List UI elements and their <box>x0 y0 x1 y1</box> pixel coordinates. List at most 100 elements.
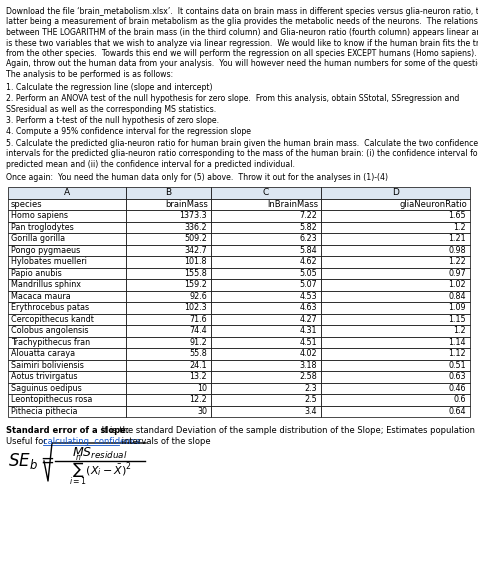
Bar <box>126 279 211 291</box>
Bar <box>8 222 126 233</box>
Text: Standard error of a slope:: Standard error of a slope: <box>6 426 129 435</box>
Text: 30: 30 <box>197 407 207 416</box>
Text: It is the standard Deviation of the sample distribution of the Slope; Estimates : It is the standard Deviation of the samp… <box>99 426 478 435</box>
Bar <box>126 256 211 267</box>
Text: 1373.3: 1373.3 <box>179 211 207 220</box>
Text: 0.51: 0.51 <box>448 361 466 370</box>
Bar <box>321 187 470 198</box>
Bar <box>8 348 126 360</box>
Text: 5.05: 5.05 <box>299 269 317 278</box>
Text: 4.51: 4.51 <box>299 338 317 347</box>
Bar <box>126 222 211 233</box>
Text: 0.6: 0.6 <box>454 395 466 404</box>
Text: species: species <box>11 199 43 209</box>
Text: 4.53: 4.53 <box>299 292 317 301</box>
Bar <box>211 279 321 291</box>
Text: 0.84: 0.84 <box>448 292 466 301</box>
Bar <box>321 325 470 336</box>
Bar <box>211 383 321 394</box>
Text: lnBrainMass: lnBrainMass <box>267 199 318 209</box>
Bar <box>8 360 126 371</box>
Text: 159.2: 159.2 <box>184 280 207 289</box>
Bar <box>126 210 211 222</box>
Text: Colobus angolensis: Colobus angolensis <box>11 326 88 335</box>
Text: 1.2: 1.2 <box>453 223 466 232</box>
Text: intervals for the predicted glia-neuron ratio corresponding to the mass of the h: intervals for the predicted glia-neuron … <box>6 150 478 159</box>
Bar <box>8 394 126 405</box>
Text: Saimiri boliviensis: Saimiri boliviensis <box>11 361 84 370</box>
Text: C: C <box>263 188 269 197</box>
Text: 71.6: 71.6 <box>189 315 207 324</box>
Text: 4.62: 4.62 <box>299 257 317 266</box>
Text: Gorilla gorilla: Gorilla gorilla <box>11 234 65 243</box>
Text: 13.2: 13.2 <box>189 372 207 381</box>
Text: 2.58: 2.58 <box>299 372 317 381</box>
Text: The analysis to be performed is as follows:: The analysis to be performed is as follo… <box>6 70 173 79</box>
Text: 5.07: 5.07 <box>299 280 317 289</box>
Text: 12.2: 12.2 <box>189 395 207 404</box>
Bar <box>321 394 470 405</box>
Bar <box>126 360 211 371</box>
Bar <box>126 383 211 394</box>
Bar <box>211 267 321 279</box>
Bar <box>126 245 211 256</box>
Bar <box>126 267 211 279</box>
Text: intervals of the slope: intervals of the slope <box>119 436 210 446</box>
Text: between THE LOGARITHM of the brain mass (in the third column) and Glia-neuron ra: between THE LOGARITHM of the brain mass … <box>6 28 478 37</box>
Text: 0.63: 0.63 <box>448 372 466 381</box>
Text: 4.27: 4.27 <box>299 315 317 324</box>
Text: Trachypithecus fran: Trachypithecus fran <box>11 338 90 347</box>
Bar <box>8 233 126 245</box>
Text: Download the file ‘brain_metabolism.xlsx’.  It contains data on brain mass in di: Download the file ‘brain_metabolism.xlsx… <box>6 7 478 16</box>
Bar <box>211 210 321 222</box>
Bar <box>211 348 321 360</box>
Bar <box>211 336 321 348</box>
Text: $\sum_{i=1}^{n}(X_i - \bar{X})^2$: $\sum_{i=1}^{n}(X_i - \bar{X})^2$ <box>68 454 131 488</box>
Text: Pithecia pithecia: Pithecia pithecia <box>11 407 77 416</box>
Bar <box>211 360 321 371</box>
Bar <box>321 302 470 314</box>
Bar <box>321 383 470 394</box>
Text: 4.31: 4.31 <box>300 326 317 335</box>
Text: 1.22: 1.22 <box>448 257 466 266</box>
Bar <box>126 314 211 325</box>
Bar <box>8 256 126 267</box>
Bar <box>126 291 211 302</box>
Bar <box>8 291 126 302</box>
Text: from the other species.  Towards this end we will perform the regression on all : from the other species. Towards this end… <box>6 49 477 58</box>
Text: 4.02: 4.02 <box>299 349 317 358</box>
Text: 7.22: 7.22 <box>299 211 317 220</box>
Text: 155.8: 155.8 <box>184 269 207 278</box>
Text: brainMass: brainMass <box>165 199 208 209</box>
Text: Once again:  You need the human data only for (5) above.  Throw it out for the a: Once again: You need the human data only… <box>6 174 388 183</box>
Text: Saguinus oedipus: Saguinus oedipus <box>11 384 82 393</box>
Bar <box>211 325 321 336</box>
Bar <box>211 233 321 245</box>
Text: 55.8: 55.8 <box>189 349 207 358</box>
Text: 1.12: 1.12 <box>448 349 466 358</box>
Text: 2.5: 2.5 <box>304 395 317 404</box>
Bar <box>211 291 321 302</box>
Bar <box>126 336 211 348</box>
Bar <box>126 198 211 210</box>
Text: 0.46: 0.46 <box>448 384 466 393</box>
Text: 1.2: 1.2 <box>453 326 466 335</box>
Text: 101.8: 101.8 <box>185 257 207 266</box>
Text: Aotus trivirgatus: Aotus trivirgatus <box>11 372 77 381</box>
Text: 2.3: 2.3 <box>304 384 317 393</box>
Text: 0.98: 0.98 <box>448 246 466 254</box>
Bar <box>126 405 211 417</box>
Text: 91.2: 91.2 <box>189 338 207 347</box>
Text: SSresidual as well as the corresponding MS statistics.: SSresidual as well as the corresponding … <box>6 105 216 113</box>
Text: $MS_{residual}$: $MS_{residual}$ <box>72 445 128 460</box>
Bar <box>321 371 470 383</box>
Text: 509.2: 509.2 <box>184 234 207 243</box>
Bar <box>126 233 211 245</box>
Bar <box>321 198 470 210</box>
Bar <box>321 336 470 348</box>
Text: 5.82: 5.82 <box>299 223 317 232</box>
Bar <box>126 187 211 198</box>
Bar <box>321 348 470 360</box>
Text: 342.7: 342.7 <box>184 246 207 254</box>
Text: Macaca maura: Macaca maura <box>11 292 71 301</box>
